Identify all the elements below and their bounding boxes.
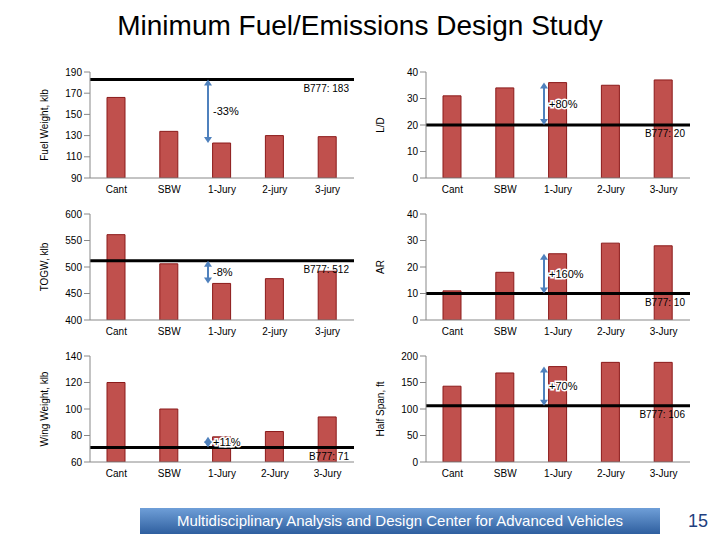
svg-text:Cant: Cant	[442, 468, 463, 479]
svg-text:1-Jury: 1-Jury	[544, 468, 572, 479]
svg-text:SBW: SBW	[158, 326, 181, 337]
svg-text:600: 600	[65, 209, 82, 220]
svg-text:3-jury: 3-jury	[315, 326, 340, 337]
svg-text:0: 0	[412, 457, 418, 468]
svg-text:B777: 20: B777: 20	[645, 128, 685, 139]
svg-text:B777: 106: B777: 106	[639, 409, 685, 420]
svg-text:Cant: Cant	[106, 184, 127, 195]
svg-text:40: 40	[407, 209, 419, 220]
svg-text:1-Jury: 1-Jury	[208, 468, 236, 479]
svg-text:Cant: Cant	[106, 468, 127, 479]
svg-text:Half Span, ft: Half Span, ft	[375, 381, 386, 436]
svg-text:B777: 71: B777: 71	[309, 451, 349, 462]
svg-text:2-Jury: 2-Jury	[597, 184, 625, 195]
html-text:15: 15	[688, 511, 708, 531]
svg-text:130: 130	[65, 130, 82, 141]
svg-text:3-Jury: 3-Jury	[650, 326, 678, 337]
svg-text:150: 150	[401, 377, 418, 388]
svg-text:SBW: SBW	[158, 468, 181, 479]
svg-text:150: 150	[65, 109, 82, 120]
svg-text:+80%: +80%	[549, 98, 578, 110]
svg-text:Wing Weight, klb: Wing Weight, klb	[39, 371, 50, 446]
svg-text:400: 400	[65, 315, 82, 326]
svg-text:30: 30	[407, 93, 419, 104]
svg-text:2-Jury: 2-Jury	[597, 468, 625, 479]
svg-text:20: 20	[407, 120, 419, 131]
svg-text:10: 10	[407, 288, 419, 299]
html-text:Minimum Fuel/Emissions Design: Minimum Fuel/Emissions Design Study	[117, 10, 603, 41]
svg-text:450: 450	[65, 288, 82, 299]
svg-text:SBW: SBW	[494, 326, 517, 337]
svg-text:200: 200	[401, 351, 418, 362]
svg-text:140: 140	[65, 351, 82, 362]
svg-text:3-Jury: 3-Jury	[314, 468, 342, 479]
svg-text:3-jury: 3-jury	[315, 184, 340, 195]
svg-text:0: 0	[412, 315, 418, 326]
svg-text:2-jury: 2-jury	[262, 184, 287, 195]
svg-text:120: 120	[65, 377, 82, 388]
svg-text:1-Jury: 1-Jury	[208, 184, 236, 195]
svg-text:60: 60	[71, 457, 83, 468]
svg-text:20: 20	[407, 262, 419, 273]
svg-text:40: 40	[407, 67, 419, 78]
svg-text:1-Jury: 1-Jury	[208, 326, 236, 337]
svg-text:L/D: L/D	[375, 117, 386, 133]
svg-text:0: 0	[412, 173, 418, 184]
svg-text:SBW: SBW	[494, 184, 517, 195]
svg-text:+11%: +11%	[213, 436, 241, 448]
svg-text:90: 90	[71, 173, 83, 184]
svg-text:+70%: +70%	[549, 380, 578, 392]
svg-text:3-Jury: 3-Jury	[650, 184, 678, 195]
svg-text:10: 10	[407, 146, 419, 157]
svg-text:50: 50	[407, 430, 419, 441]
svg-text:500: 500	[65, 262, 82, 273]
svg-text:SBW: SBW	[158, 184, 181, 195]
svg-text:110: 110	[66, 151, 82, 162]
svg-text:B777: 10: B777: 10	[645, 297, 685, 308]
svg-text:2-Jury: 2-Jury	[597, 326, 625, 337]
svg-text:30: 30	[407, 235, 419, 246]
svg-text:Fuel Weight, klb: Fuel Weight, klb	[39, 89, 50, 161]
svg-text:TOGW, klb: TOGW, klb	[39, 242, 50, 291]
svg-text:Cant: Cant	[442, 326, 463, 337]
svg-text:Cant: Cant	[442, 184, 463, 195]
svg-text:1-Jury: 1-Jury	[544, 326, 572, 337]
svg-text:80: 80	[71, 430, 83, 441]
svg-text:B777: 512: B777: 512	[303, 264, 349, 275]
svg-text:-8%: -8%	[213, 266, 233, 278]
svg-text:+160%: +160%	[549, 268, 584, 280]
svg-text:2-Jury: 2-Jury	[261, 468, 289, 479]
svg-text:SBW: SBW	[494, 468, 517, 479]
svg-text:550: 550	[65, 235, 82, 246]
svg-text:Cant: Cant	[106, 326, 127, 337]
html-text:Multidisciplinary Analysis and: Multidisciplinary Analysis and Design Ce…	[177, 512, 623, 529]
svg-text:2-jury: 2-jury	[262, 326, 287, 337]
svg-text:190: 190	[65, 67, 82, 78]
svg-text:170: 170	[65, 88, 82, 99]
svg-text:B777: 183: B777: 183	[303, 83, 349, 94]
svg-text:AR: AR	[375, 260, 386, 274]
svg-text:-33%: -33%	[213, 105, 239, 117]
svg-text:1-Jury: 1-Jury	[544, 184, 572, 195]
svg-text:100: 100	[401, 404, 418, 415]
svg-text:100: 100	[65, 404, 82, 415]
svg-text:3-Jury: 3-Jury	[650, 468, 678, 479]
